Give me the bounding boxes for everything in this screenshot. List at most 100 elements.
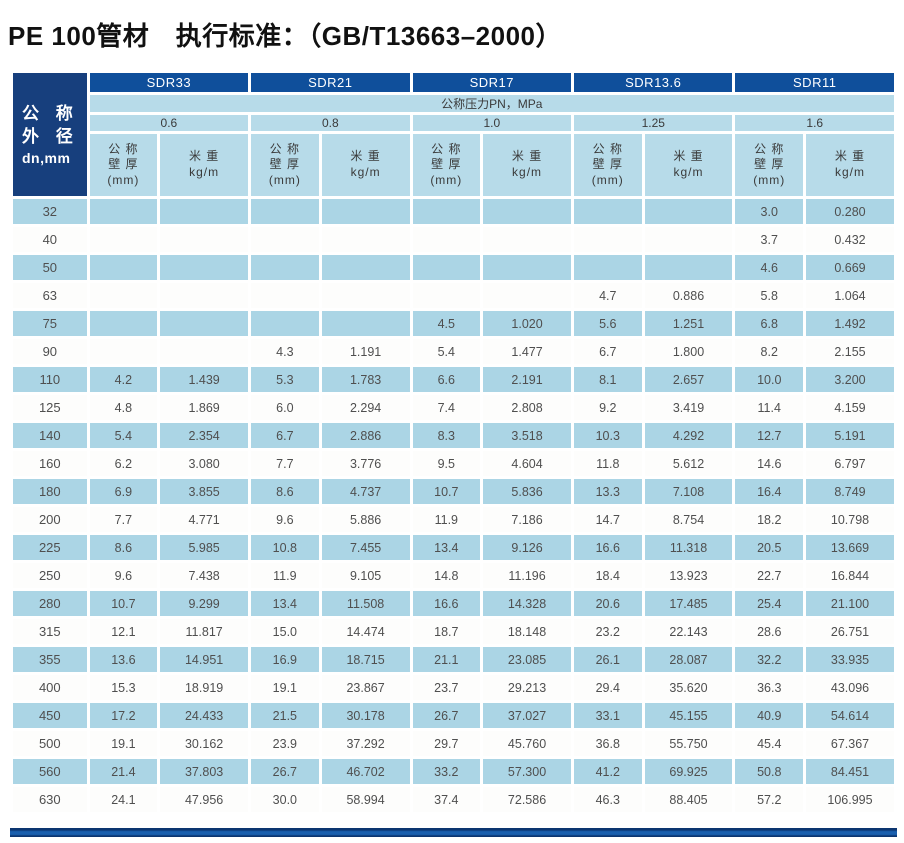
weight-cell: 1.783 <box>321 367 410 392</box>
dn-cell: 450 <box>13 703 87 728</box>
wall-thickness-cell: 4.7 <box>574 283 642 308</box>
dn-cell: 75 <box>13 311 87 336</box>
wall-thickness-cell: 14.6 <box>735 451 803 476</box>
sdr-header-row: 公 称 外 径 dn,mm SDR33 SDR21 SDR17 SDR13.6 … <box>13 73 894 196</box>
pressure-value-cell: 0.8 <box>251 115 410 131</box>
wall-thickness-cell: 20.6 <box>574 591 642 616</box>
table-row: 400 15.3 18.919 19.1 23.867 23.7 29.213 29.4 35.… <box>13 675 894 700</box>
wall-thickness-column-header: 公 称壁 厚 (mm) <box>574 134 642 196</box>
weight-cell: 4.737 <box>321 479 410 504</box>
table-row: 200 7.7 4.771 9.6 5.886 11.9 7.186 14.7 8.754 18.… <box>13 507 894 532</box>
weight-cell: 10.798 <box>805 507 894 532</box>
wall-thickness-cell: 45.4 <box>735 731 803 756</box>
corner-header-line3: dn,mm <box>22 150 71 167</box>
wall-thickness-cell: 25.4 <box>735 591 803 616</box>
table-row: 225 8.6 5.985 10.8 7.455 13.4 9.126 16.6 11.318 2… <box>13 535 894 560</box>
dn-cell: 400 <box>13 675 87 700</box>
weight-column-header: 米 重 kg/m <box>160 134 249 196</box>
weight-cell: 7.438 <box>160 563 249 588</box>
pressure-header-cell: 公称压力PN，MPa <box>89 95 894 112</box>
wall-thickness-cell: 10.8 <box>251 535 319 560</box>
weight-cell <box>160 339 249 364</box>
wall-thickness-cell: 21.1 <box>412 647 481 672</box>
weight-cell: 5.836 <box>483 479 572 504</box>
table-row: 40 3.7 0.432 <box>13 227 894 252</box>
wall-thickness-cell: 29.4 <box>574 675 642 700</box>
dn-cell: 250 <box>13 563 87 588</box>
wall-thickness-cell: 7.7 <box>89 507 158 532</box>
corner-header-line2: 外 径 <box>22 126 79 146</box>
wall-thickness-cell: 26.7 <box>251 759 319 784</box>
dn-cell: 560 <box>13 759 87 784</box>
wall-thickness-cell: 26.7 <box>412 703 481 728</box>
wall-thickness-cell <box>574 227 642 252</box>
wall-thickness-cell: 10.7 <box>89 591 158 616</box>
wall-thickness-cell: 57.2 <box>735 787 803 812</box>
wall-thickness-cell: 19.1 <box>89 731 158 756</box>
table-row: 50 4.6 0.669 <box>13 255 894 280</box>
weight-cell: 37.027 <box>483 703 572 728</box>
dn-cell: 32 <box>13 199 87 224</box>
weight-cell: 0.669 <box>805 255 894 280</box>
wall-thickness-cell: 11.4 <box>735 395 803 420</box>
sdr-header-sdr21: SDR21 <box>251 73 410 92</box>
wall-thickness-cell: 9.2 <box>574 395 642 420</box>
wall-thickness-cell <box>89 311 158 336</box>
weight-cell: 9.105 <box>321 563 410 588</box>
weight-cell: 16.844 <box>805 563 894 588</box>
table-row: 110 4.2 1.439 5.3 1.783 6.6 2.191 8.1 2.657 10.0 3… <box>13 367 894 392</box>
wall-thickness-cell: 4.8 <box>89 395 158 420</box>
weight-cell <box>321 255 410 280</box>
wall-thickness-cell: 13.4 <box>251 591 319 616</box>
weight-cell: 11.508 <box>321 591 410 616</box>
wall-thickness-column-header: 公 称壁 厚 (mm) <box>735 134 803 196</box>
wall-thickness-cell: 17.2 <box>89 703 158 728</box>
table-row: 63 4.7 0.886 5.8 1.064 <box>13 283 894 308</box>
sdr-header-sdr17: SDR17 <box>412 73 572 92</box>
wall-thickness-cell: 5.6 <box>574 311 642 336</box>
weight-cell <box>321 311 410 336</box>
wall-thickness-cell: 30.0 <box>251 787 319 812</box>
weight-cell: 37.292 <box>321 731 410 756</box>
sdr-header-sdr11: SDR11 <box>735 73 894 92</box>
wall-thickness-cell <box>89 255 158 280</box>
weight-cell: 46.702 <box>321 759 410 784</box>
dn-cell: 110 <box>13 367 87 392</box>
pressure-value-cell: 1.25 <box>574 115 733 131</box>
weight-cell <box>321 283 410 308</box>
wall-thickness-cell <box>412 199 481 224</box>
weight-cell <box>160 283 249 308</box>
weight-cell: 21.100 <box>805 591 894 616</box>
wall-thickness-cell: 4.3 <box>251 339 319 364</box>
table-row: 75 4.5 1.020 5.6 1.251 6.8 1.492 <box>13 311 894 336</box>
wall-thickness-cell: 10.3 <box>574 423 642 448</box>
weight-cell: 5.191 <box>805 423 894 448</box>
wall-thickness-cell: 10.0 <box>735 367 803 392</box>
weight-cell: 17.485 <box>644 591 733 616</box>
wall-thickness-cell: 8.3 <box>412 423 481 448</box>
wall-thickness-cell: 29.7 <box>412 731 481 756</box>
corner-header-line1: 公 称 <box>22 103 79 123</box>
wall-thickness-cell: 5.4 <box>89 423 158 448</box>
weight-cell: 55.750 <box>644 731 733 756</box>
page-title: PE 100管材 执行标准：（GB/T13663–2000） <box>8 21 562 51</box>
weight-cell: 1.477 <box>483 339 572 364</box>
wall-thickness-cell: 14.7 <box>574 507 642 532</box>
weight-cell <box>160 199 249 224</box>
table-row: 160 6.2 3.080 7.7 3.776 9.5 4.604 11.8 5.612 14.6… <box>13 451 894 476</box>
wall-thickness-cell: 8.6 <box>251 479 319 504</box>
dn-cell: 200 <box>13 507 87 532</box>
wall-thickness-cell: 18.4 <box>574 563 642 588</box>
table-row: 315 12.1 11.817 15.0 14.474 18.7 18.148 23.2 22.… <box>13 619 894 644</box>
wall-thickness-cell: 36.3 <box>735 675 803 700</box>
weight-cell: 13.923 <box>644 563 733 588</box>
wall-thickness-cell: 22.7 <box>735 563 803 588</box>
weight-cell: 4.771 <box>160 507 249 532</box>
weight-cell <box>644 227 733 252</box>
weight-cell: 4.604 <box>483 451 572 476</box>
wall-thickness-cell: 10.7 <box>412 479 481 504</box>
pressure-values-row: 0.6 0.8 1.0 1.25 1.6 <box>13 115 894 131</box>
table-row: 125 4.8 1.869 6.0 2.294 7.4 2.808 9.2 3.419 11.4 4… <box>13 395 894 420</box>
weight-cell: 58.994 <box>321 787 410 812</box>
wall-thickness-cell: 12.7 <box>735 423 803 448</box>
